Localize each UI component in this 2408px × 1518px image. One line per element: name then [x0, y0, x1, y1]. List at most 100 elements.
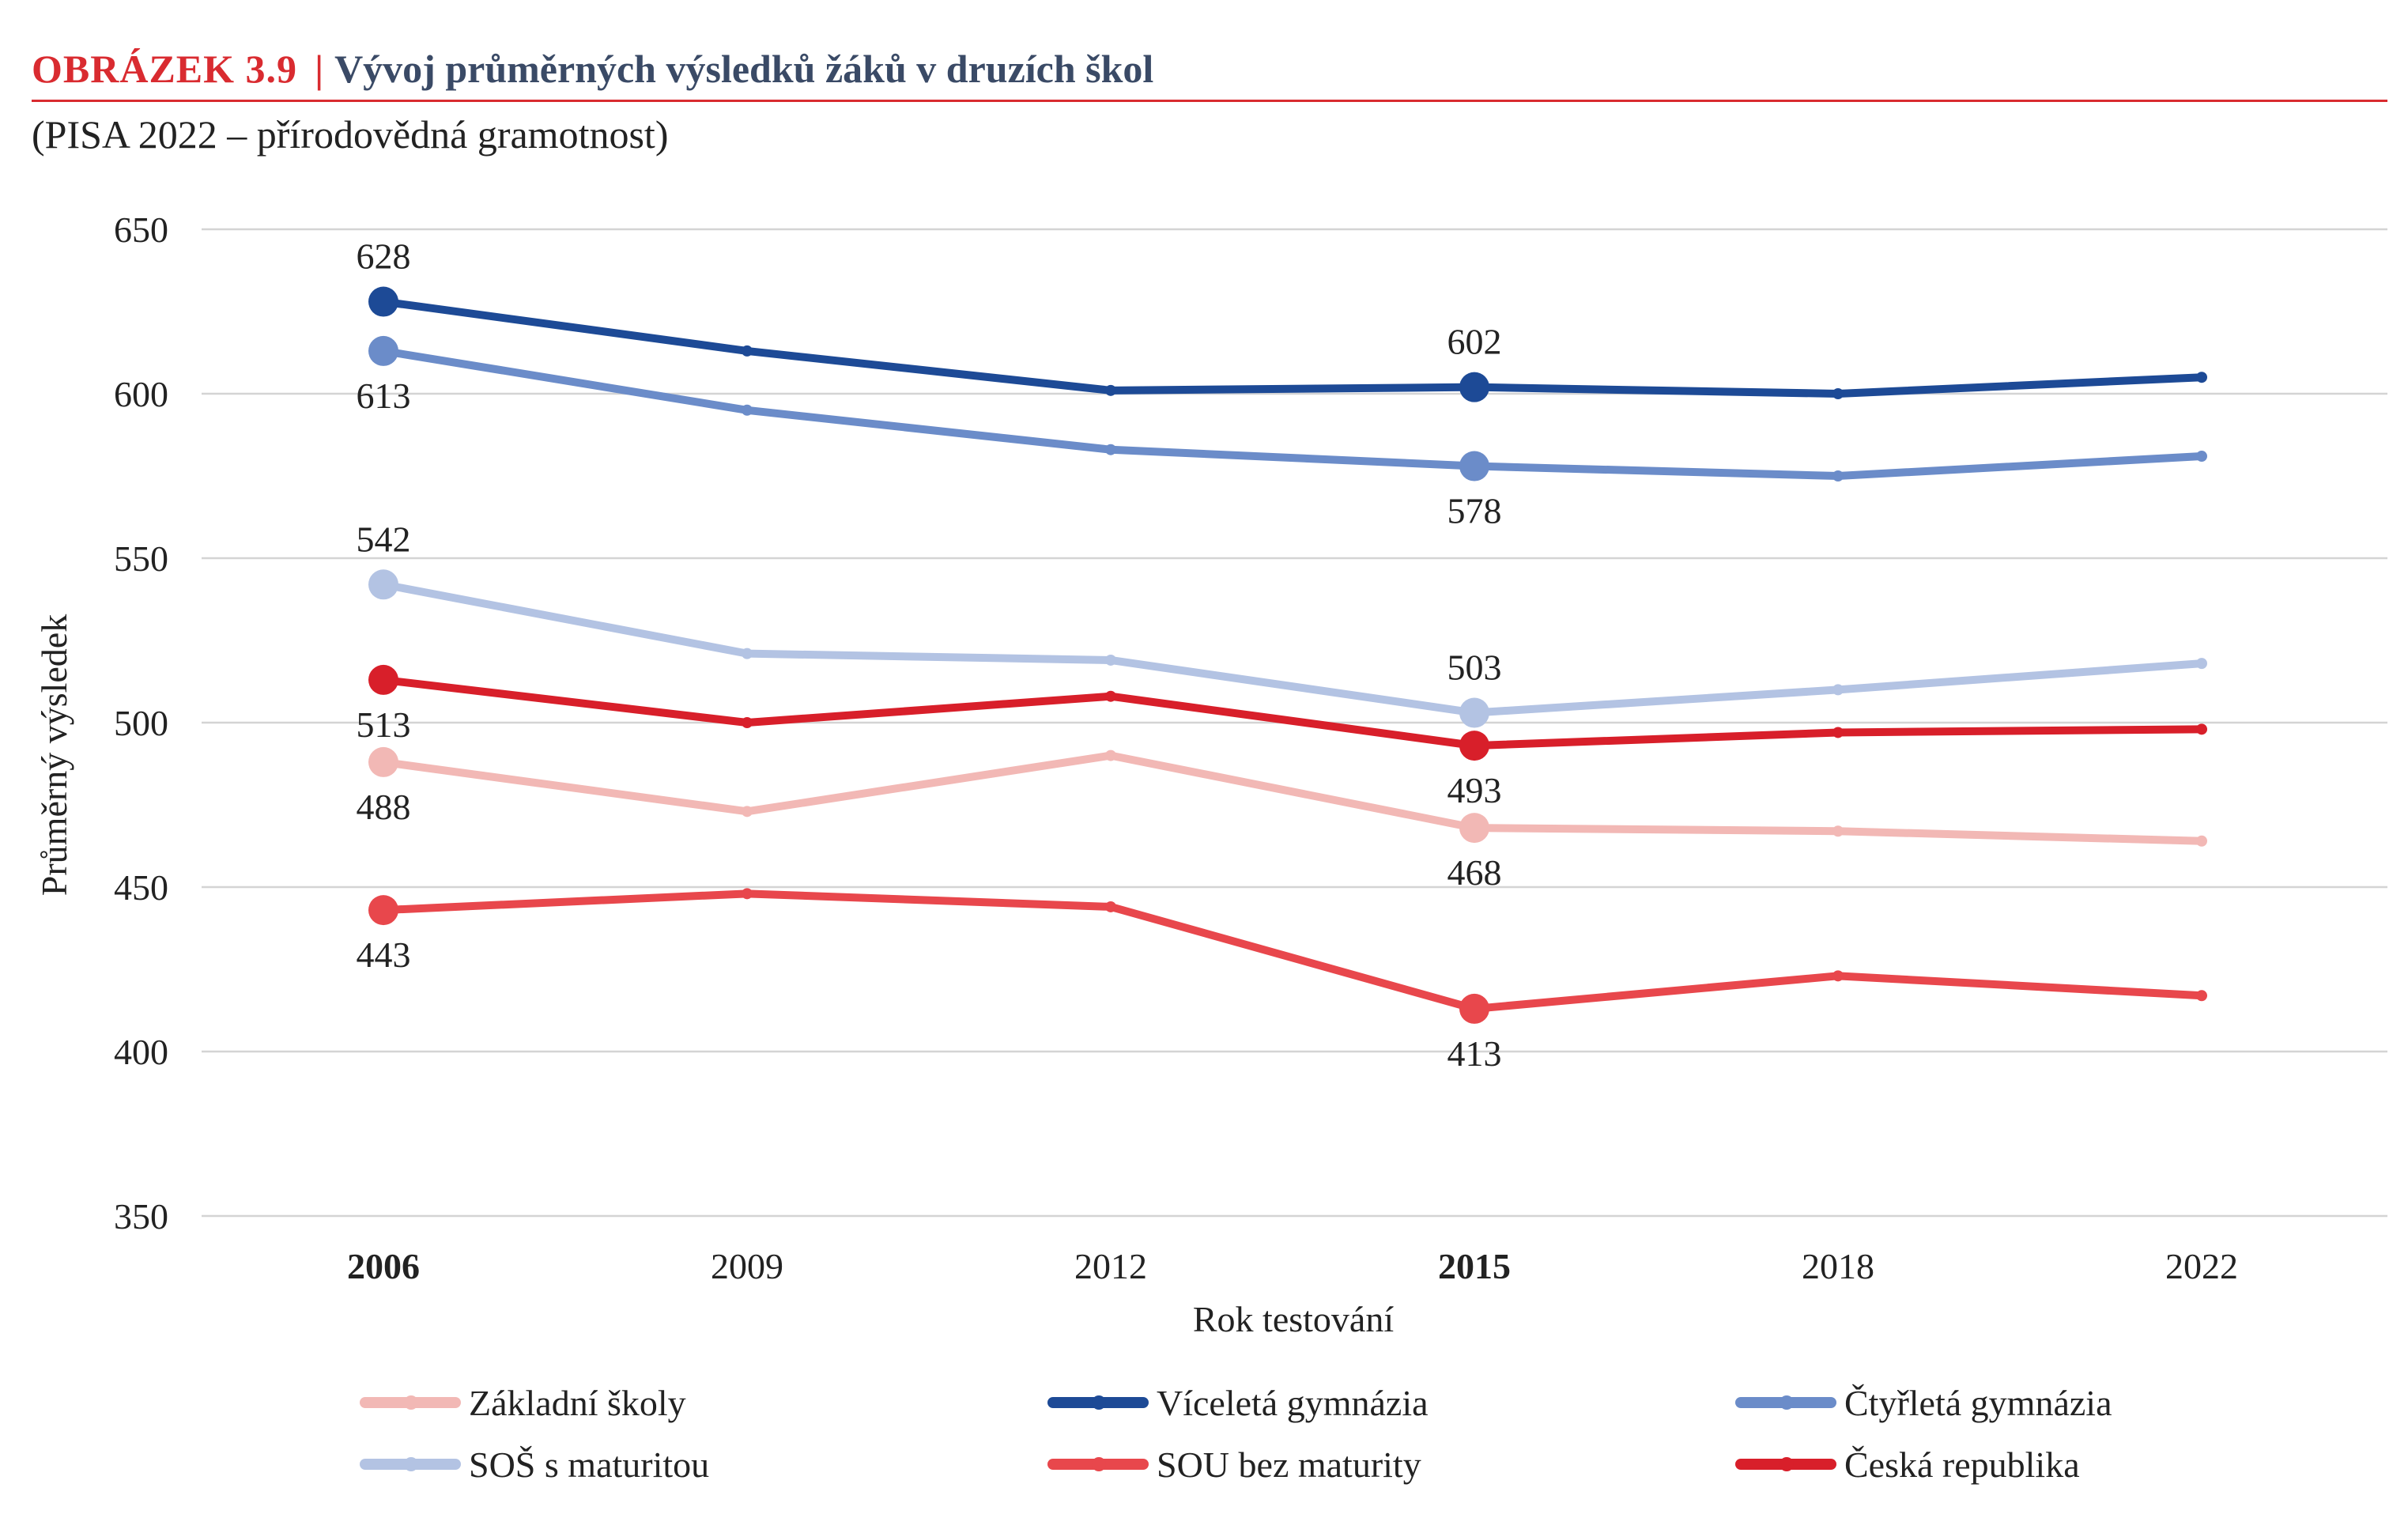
- y-tick-label-650: 650: [114, 210, 168, 250]
- legend-item-3: Čtyřletá gymnázia: [1735, 1377, 2112, 1428]
- data-point: [2196, 723, 2207, 735]
- data-label: 578: [1447, 491, 1502, 531]
- data-point: [368, 895, 398, 926]
- legend-item-5: SOU bez maturity: [1047, 1439, 1421, 1490]
- legend-swatch: [1735, 1395, 1836, 1410]
- legend-label: Víceletá gymnázia: [1157, 1382, 1429, 1423]
- data-point: [368, 569, 398, 600]
- x-tick-label-2015: 2015: [1438, 1246, 1511, 1286]
- data-point: [2196, 372, 2207, 383]
- series-2: [368, 286, 2207, 402]
- series-line-1: [379, 751, 2206, 845]
- figure-title-text: Vývoj průměrných výsledků žáků v druzích…: [334, 47, 1154, 91]
- figure-header: OBRÁZEK 3.9 | Vývoj průměrných výsledků žá…: [32, 41, 2387, 157]
- data-point: [1105, 750, 1116, 761]
- series-1: [368, 746, 2207, 847]
- series-line-4: [379, 580, 2206, 717]
- series-line-2: [379, 297, 2206, 398]
- legend-swatch: [1047, 1395, 1149, 1410]
- data-point: [2196, 451, 2207, 463]
- data-point: [368, 746, 398, 777]
- data-point: [742, 888, 753, 900]
- data-point: [1832, 470, 1844, 481]
- data-point: [1105, 690, 1116, 702]
- data-label: 602: [1447, 322, 1502, 362]
- series-lines: [368, 286, 2207, 1024]
- figure-subtitle: (PISA 2022 – přírodovědná gramotnost): [32, 112, 669, 157]
- data-point: [742, 806, 753, 818]
- data-labels: 488 468 628 602 613 578 542 503 443 413 513 493: [357, 236, 1502, 1074]
- data-point: [2196, 835, 2207, 847]
- x-axis-label: Rok testování: [1193, 1299, 1394, 1339]
- legend-item-1: Základní školy: [360, 1377, 686, 1428]
- legend-label: Základní školy: [469, 1382, 686, 1423]
- data-point: [742, 345, 753, 357]
- series-5: [368, 888, 2207, 1024]
- series-line-3: [379, 346, 2206, 480]
- data-point: [2196, 658, 2207, 670]
- x-tick-label-2012: 2012: [1074, 1246, 1147, 1286]
- title-rule: [32, 100, 2387, 102]
- data-point: [1459, 697, 1489, 728]
- y-tick-label-500: 500: [114, 703, 168, 743]
- y-axis-label: Průměrný výsledek: [34, 614, 74, 896]
- legend-swatch: [360, 1395, 461, 1410]
- x-axis-ticks: 2006 2009 2012 2015 2018 2022: [347, 1246, 2238, 1286]
- data-point: [1459, 993, 1489, 1024]
- y-tick-label-600: 600: [114, 374, 168, 414]
- figure-title: OBRÁZEK 3.9 | Vývoj průměrných výsledků žá…: [32, 41, 2387, 96]
- data-point: [1832, 970, 1844, 982]
- legend-item-2: Víceletá gymnázia: [1047, 1377, 1429, 1428]
- data-point: [368, 664, 398, 695]
- legend-label: Čtyřletá gymnázia: [1844, 1382, 2112, 1423]
- series-4: [368, 569, 2207, 728]
- data-point: [368, 286, 398, 317]
- data-point: [742, 404, 753, 416]
- x-tick-label-2006: 2006: [347, 1246, 420, 1286]
- data-point: [1459, 451, 1489, 481]
- legend-swatch: [1735, 1457, 1836, 1471]
- data-label: 542: [357, 519, 411, 559]
- data-point: [742, 648, 753, 659]
- data-point: [1832, 684, 1844, 696]
- data-label: 488: [357, 787, 411, 827]
- data-point: [1832, 388, 1844, 399]
- x-tick-label-2018: 2018: [1802, 1246, 1874, 1286]
- y-tick-label-350: 350: [114, 1196, 168, 1237]
- data-label: 628: [357, 236, 411, 277]
- data-point: [1459, 372, 1489, 402]
- series-line-5: [379, 889, 2206, 1013]
- y-tick-label-550: 550: [114, 538, 168, 579]
- legend-swatch: [360, 1457, 461, 1471]
- data-label: 413: [1447, 1033, 1502, 1074]
- data-point: [1105, 384, 1116, 396]
- legend-item-6: Česká republika: [1735, 1439, 2080, 1490]
- series-line-6: [379, 675, 2206, 750]
- data-point: [742, 717, 753, 728]
- legend-label: SOŠ s maturitou: [469, 1444, 710, 1485]
- y-tick-label-450: 450: [114, 867, 168, 908]
- data-point: [2196, 990, 2207, 1002]
- series-6: [368, 664, 2207, 761]
- legend-label: Česká republika: [1844, 1444, 2080, 1485]
- data-point: [1459, 731, 1489, 761]
- legend-swatch: [1047, 1457, 1149, 1471]
- legend-label: SOU bez maturity: [1157, 1444, 1421, 1485]
- series-3: [368, 335, 2207, 481]
- x-tick-label-2009: 2009: [711, 1246, 783, 1286]
- data-label: 493: [1447, 770, 1502, 810]
- x-tick-label-2022: 2022: [2165, 1246, 2238, 1286]
- data-label: 613: [357, 376, 411, 416]
- data-point: [368, 335, 398, 366]
- data-label: 443: [357, 935, 411, 975]
- data-point: [1832, 727, 1844, 738]
- data-label: 468: [1447, 852, 1502, 893]
- legend-item-4: SOŠ s maturitou: [360, 1439, 709, 1490]
- data-point: [1105, 901, 1116, 912]
- data-point: [1105, 444, 1116, 455]
- data-label: 503: [1447, 648, 1502, 688]
- data-point: [1105, 654, 1116, 666]
- data-point: [1459, 813, 1489, 844]
- data-point: [1832, 825, 1844, 837]
